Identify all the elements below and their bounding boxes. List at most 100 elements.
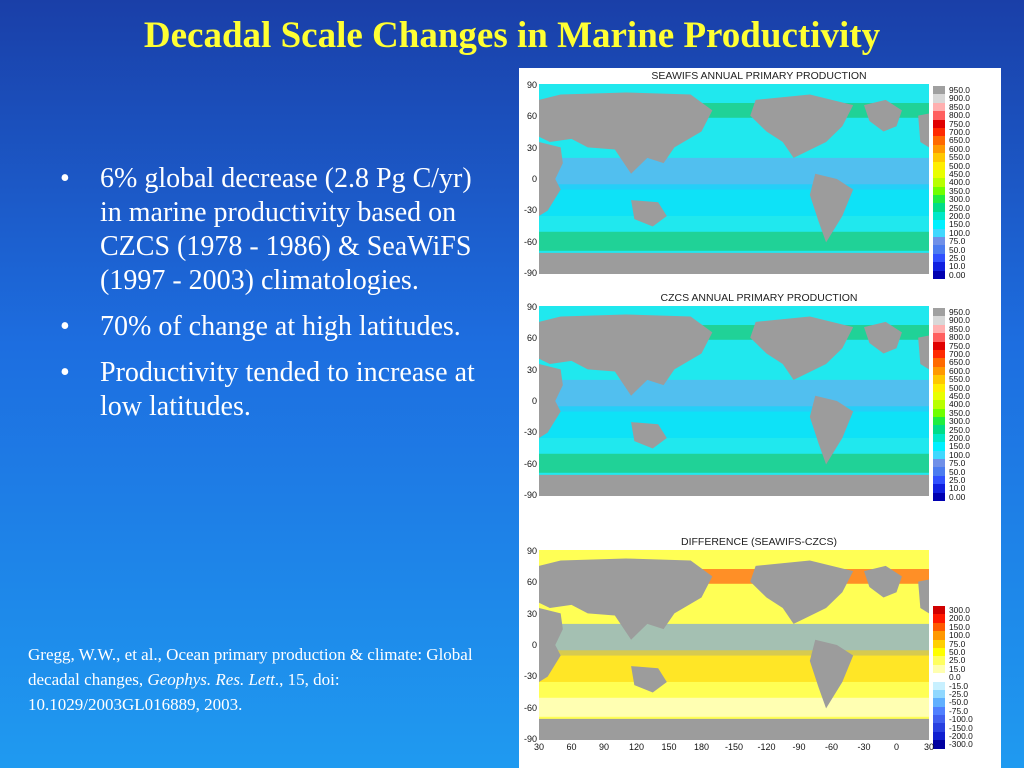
- color-bar: [933, 606, 945, 749]
- legend-value-label: 900.0: [949, 315, 970, 326]
- longitude-tick-label: 180: [693, 742, 710, 752]
- color-bar-swatch: [933, 195, 945, 204]
- citation: Gregg, W.W., et al., Ocean primary produ…: [28, 642, 498, 717]
- latitude-tick-label: -30: [523, 205, 537, 216]
- legend-value-label: 800.0: [949, 332, 970, 343]
- latitude-tick-label: 0: [531, 639, 537, 650]
- latitude-tick-label: 0: [531, 395, 537, 406]
- longitude-tick-label: 150: [661, 742, 677, 752]
- landmass: [539, 608, 563, 682]
- latitude-tick-label: 90: [526, 302, 537, 312]
- legend-value-label: 200.0: [949, 433, 970, 443]
- landmass: [539, 364, 563, 438]
- color-bar-swatch: [933, 459, 945, 468]
- legend-value-label: 450.0: [949, 169, 970, 179]
- longitude-tick-label: -60: [824, 742, 838, 752]
- legend-value-label: 150.0: [949, 219, 970, 230]
- legend-value-label: 800.0: [949, 110, 970, 121]
- citation-prefix: Gregg, W.W., et al., Ocean primary produ…: [28, 645, 473, 689]
- color-bar-swatch: [933, 706, 945, 716]
- latitude-tick-label: -30: [523, 427, 537, 438]
- landmass: [631, 200, 667, 227]
- color-bar-swatch: [933, 740, 945, 749]
- color-bar-swatch: [933, 622, 945, 632]
- legend-value-label: 350.0: [949, 185, 970, 196]
- longitude-tick-label: -150: [724, 742, 743, 752]
- bullet-list: • 6% global decrease (2.8 Pg C/yr) in mar…: [60, 162, 500, 436]
- map-panel: SEAWIFS ANNUAL PRIMARY PRODUCTION 90 60 30 0…: [519, 68, 1001, 298]
- legend-value-label: 900.0: [949, 93, 970, 104]
- legend-value-label: 750.0: [949, 340, 970, 351]
- map-panel: DIFFERENCE (SEAWIFS-CZCS) 90 60 30 0 -30 -60 -9…: [519, 534, 1001, 764]
- color-bar-swatch: [933, 119, 945, 128]
- landmass: [809, 395, 854, 465]
- latitude-tick-label: 60: [526, 111, 537, 122]
- landmass: [750, 316, 854, 380]
- color-bar-swatch: [933, 237, 945, 246]
- latitude-tick-label: -60: [523, 236, 537, 247]
- legend-value-label: 200.0: [949, 613, 970, 624]
- landmass: [631, 666, 667, 693]
- longitude-tick-label: 30: [923, 742, 934, 752]
- color-bar-swatch: [933, 417, 945, 426]
- color-bar-swatch: [933, 270, 945, 279]
- legend-value-label: -300.0: [949, 739, 973, 750]
- map-panel-title: DIFFERENCE (SEAWIFS-CZCS): [681, 536, 837, 548]
- color-bar-swatch: [933, 153, 945, 162]
- color-bar: [933, 86, 945, 279]
- color-bar-swatch: [933, 450, 945, 460]
- legend-value-label: 600.0: [949, 365, 970, 376]
- legend-value-label: -15.0: [949, 680, 969, 691]
- bullet-marker: •: [60, 357, 70, 388]
- legend-value-label: 950.0: [949, 85, 970, 95]
- bullet-item: • Productivity tended to increase at low …: [60, 356, 500, 424]
- latitude-tick-label: 30: [526, 142, 537, 153]
- bullet-text: 6% global decrease (2.8 Pg C/yr) in mari…: [100, 163, 472, 296]
- color-bar-swatch: [933, 366, 945, 376]
- color-bar-swatch: [933, 731, 945, 741]
- landmass: [864, 565, 902, 598]
- legend-value-label: 50.0: [949, 647, 966, 657]
- landmass: [918, 113, 929, 148]
- latitude-tick-label: 0: [531, 173, 537, 184]
- longitude-tick-label: 0: [893, 742, 899, 752]
- latitude-tick-label: 30: [526, 364, 537, 375]
- landmass: [539, 558, 713, 640]
- landmass: [918, 335, 929, 370]
- legend-value-label: 50.0: [949, 466, 966, 477]
- legend-value-label: 10.0: [949, 483, 966, 494]
- map-panel-title: CZCS ANNUAL PRIMARY PRODUCTION: [660, 292, 858, 304]
- legend-value-label: 10.0: [949, 261, 966, 272]
- legend-value-label: 700.0: [949, 349, 970, 359]
- color-bar-swatch: [933, 136, 945, 145]
- citation-suffix: ., 15, doi: 10.1029/2003GL016889, 2003.: [28, 670, 340, 714]
- landmass: [809, 173, 854, 243]
- legend-value-label: -75.0: [949, 705, 969, 716]
- latitude-tick-label: 60: [526, 333, 537, 344]
- color-bar-swatch: [933, 102, 945, 112]
- color-bar-swatch: [933, 647, 945, 657]
- color-bar-swatch: [933, 262, 945, 271]
- legend-value-label: 200.0: [949, 211, 970, 221]
- color-bar-swatch: [933, 161, 945, 170]
- legend-value-label: 0.00: [949, 491, 966, 502]
- color-bar-swatch: [933, 425, 945, 434]
- legend-value-label: 850.0: [949, 323, 970, 334]
- legend-value-label: 150.0: [949, 621, 970, 632]
- legend-value-label: 300.0: [949, 194, 970, 205]
- color-bar-swatch: [933, 606, 945, 615]
- legend-value-label: 350.0: [949, 407, 970, 418]
- color-bar-swatch: [933, 492, 945, 501]
- legend-value-label: -25.0: [949, 689, 969, 699]
- landmass: [539, 252, 929, 274]
- world-map: [539, 550, 929, 740]
- landmass: [539, 314, 713, 396]
- color-bar-swatch: [933, 178, 945, 187]
- color-bar: [933, 308, 945, 501]
- legend-value-label: 300.0: [949, 416, 970, 427]
- color-bar-swatch: [933, 316, 945, 325]
- legend-value-label: -50.0: [949, 697, 969, 708]
- legend-value-label: 650.0: [949, 135, 970, 146]
- color-bar-swatch: [933, 383, 945, 392]
- color-bar-swatch: [933, 253, 945, 263]
